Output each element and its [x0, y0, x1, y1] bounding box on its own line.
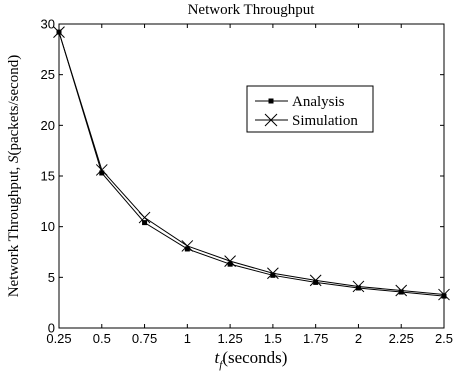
legend-analysis-label: Analysis: [292, 94, 345, 110]
y-tick-label: 20: [41, 118, 55, 133]
y-axis-ticks: 0 5 10 15 20 25 30: [41, 17, 444, 336]
legend-analysis-marker: [268, 98, 274, 104]
y-axis-label: Network Throughput, S(packets/second): [6, 55, 22, 298]
x-tick-label: 0.5: [93, 331, 111, 346]
chart-title: Network Throughput: [188, 2, 316, 18]
plot-frame: [58, 23, 445, 329]
y-tick-label: 10: [41, 219, 55, 234]
simulation-point: [53, 26, 65, 38]
simulation-point: [95, 164, 108, 176]
simulation-point: [224, 255, 236, 267]
legend-simulation-marker: [264, 113, 278, 127]
x-tick-label: 0.75: [132, 331, 157, 346]
x-axis-label-units: (seconds): [222, 348, 287, 367]
analysis-point: [313, 279, 319, 285]
legend: Analysis Simulation: [246, 85, 374, 133]
x-axis-label-sub: f: [219, 359, 224, 371]
analysis-point: [270, 272, 276, 278]
legend-box: [246, 85, 374, 133]
analysis-point: [227, 261, 233, 267]
x-tick-label: 2.25: [389, 331, 414, 346]
x-tick-label: 0.25: [46, 331, 71, 346]
simulation-series-line: [58, 31, 445, 296]
analysis-point: [99, 170, 105, 176]
analysis-point: [398, 289, 404, 295]
simulation-point: [438, 288, 450, 301]
x-tick-label: 1.5: [264, 331, 282, 346]
y-axis-label-s: S: [6, 155, 22, 163]
y-tick-label: 30: [41, 17, 55, 32]
analysis-series-line: [58, 31, 445, 297]
x-tick-label: 1: [184, 331, 191, 346]
simulation-point: [395, 284, 408, 297]
analysis-point: [184, 246, 190, 252]
x-tick-label: 1.25: [217, 331, 242, 346]
simulation-point: [138, 211, 151, 224]
y-tick-label: 15: [41, 169, 55, 184]
y-tick-label: 25: [41, 67, 55, 82]
analysis-point: [355, 285, 361, 291]
simulation-point: [352, 280, 365, 293]
y-tick-label: 0: [48, 321, 55, 336]
x-tick-label: 1.75: [303, 331, 328, 346]
simulation-point: [181, 240, 194, 252]
x-tick-label: 2: [355, 331, 362, 346]
series-layer: [53, 26, 450, 301]
x-axis-label-t: t: [215, 348, 221, 367]
analysis-point: [441, 293, 447, 299]
simulation-point: [309, 274, 322, 287]
y-axis-label-pre: Network Throughput,: [6, 163, 22, 297]
y-axis-label-post: (packets/second): [6, 55, 22, 156]
x-axis-ticks: 0.25 0.5 0.75 1 1.25 1.5 1.75 2 2.25 2.5: [46, 24, 453, 346]
x-axis-label: tf(seconds): [215, 348, 288, 371]
legend-simulation-label: Simulation: [292, 113, 358, 129]
analysis-point: [142, 220, 148, 226]
y-tick-label: 5: [48, 270, 55, 285]
simulation-point: [267, 267, 279, 280]
x-tick-label: 2.5: [435, 331, 453, 346]
